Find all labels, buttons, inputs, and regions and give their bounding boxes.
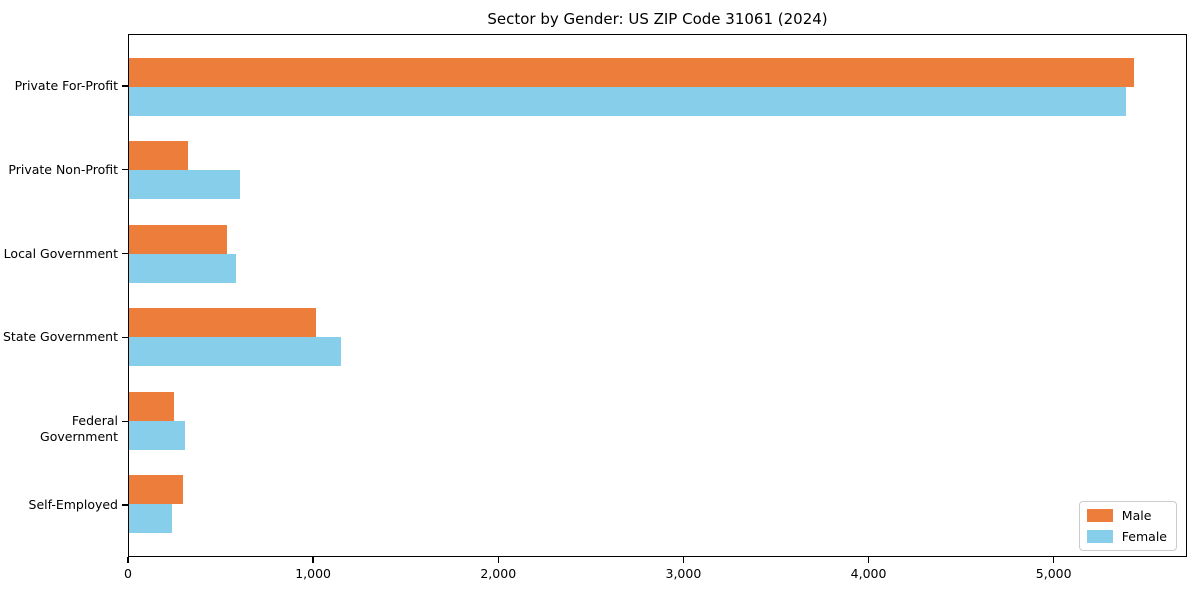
y-label-private-for-profit: Private For-Profit xyxy=(14,77,118,93)
y-label-private-non-profit: Private Non-Profit xyxy=(8,161,118,177)
bar-female-federal-government xyxy=(129,420,186,450)
bar-male-state-government xyxy=(129,308,316,338)
y-label-self-employed: Self-Employed xyxy=(28,497,118,513)
male-series-swatch xyxy=(1086,509,1113,522)
y-label-federal-government: Federal Government xyxy=(40,413,118,445)
chart-title: Sector by Gender: US ZIP Code 31061 (202… xyxy=(487,10,828,28)
y-tick-private-for-profit xyxy=(122,85,128,87)
bar-male-private-non-profit xyxy=(129,141,189,171)
legend-item-male: Male xyxy=(1086,508,1167,523)
bar-female-private-for-profit xyxy=(129,86,1126,116)
x-label-0: 0 xyxy=(124,566,132,581)
x-tick-1,000 xyxy=(312,557,314,563)
bar-female-state-government xyxy=(129,337,341,367)
y-tick-private-non-profit xyxy=(122,169,128,171)
bar-group-self-employed xyxy=(129,463,1186,547)
y-tick-self-employed xyxy=(122,504,128,506)
x-label-3,000: 3,000 xyxy=(665,566,702,581)
y-tick-state-government xyxy=(122,336,128,339)
x-tick-0 xyxy=(127,557,129,563)
y-tick-federal-government xyxy=(122,420,128,422)
bar-male-self-employed xyxy=(129,475,183,505)
x-tick-5,000 xyxy=(1052,557,1055,563)
x-label-2,000: 2,000 xyxy=(480,566,517,581)
bar-group-federal-government xyxy=(129,379,1186,463)
female-series-swatch xyxy=(1086,530,1113,543)
bar-rows xyxy=(129,45,1186,546)
bar-group-private-non-profit xyxy=(129,129,1186,213)
plot-area: Male Female xyxy=(128,34,1187,557)
legend-item-female: Female xyxy=(1086,529,1167,544)
bar-female-local-government xyxy=(129,253,237,283)
bar-male-federal-government xyxy=(129,391,175,421)
bar-group-local-government xyxy=(129,212,1186,296)
legend: Male Female xyxy=(1078,501,1177,551)
x-label-5,000: 5,000 xyxy=(1035,566,1072,581)
bar-female-self-employed xyxy=(129,504,173,534)
x-label-1,000: 1,000 xyxy=(295,566,332,581)
legend-label-female: Female xyxy=(1121,529,1167,544)
bar-group-state-government xyxy=(129,296,1186,380)
bar-male-local-government xyxy=(129,224,227,254)
bar-male-private-for-profit xyxy=(129,57,1135,87)
x-tick-4,000 xyxy=(867,557,870,563)
y-tick-local-government xyxy=(122,252,128,255)
x-label-4,000: 4,000 xyxy=(850,566,887,581)
x-tick-3,000 xyxy=(682,557,685,563)
y-label-local-government: Local Government xyxy=(3,245,118,261)
y-label-state-government: State Government xyxy=(2,329,118,345)
bar-female-private-non-profit xyxy=(129,170,240,200)
bar-group-private-for-profit xyxy=(129,45,1186,129)
x-tick-2,000 xyxy=(497,557,499,563)
legend-label-male: Male xyxy=(1121,508,1152,523)
